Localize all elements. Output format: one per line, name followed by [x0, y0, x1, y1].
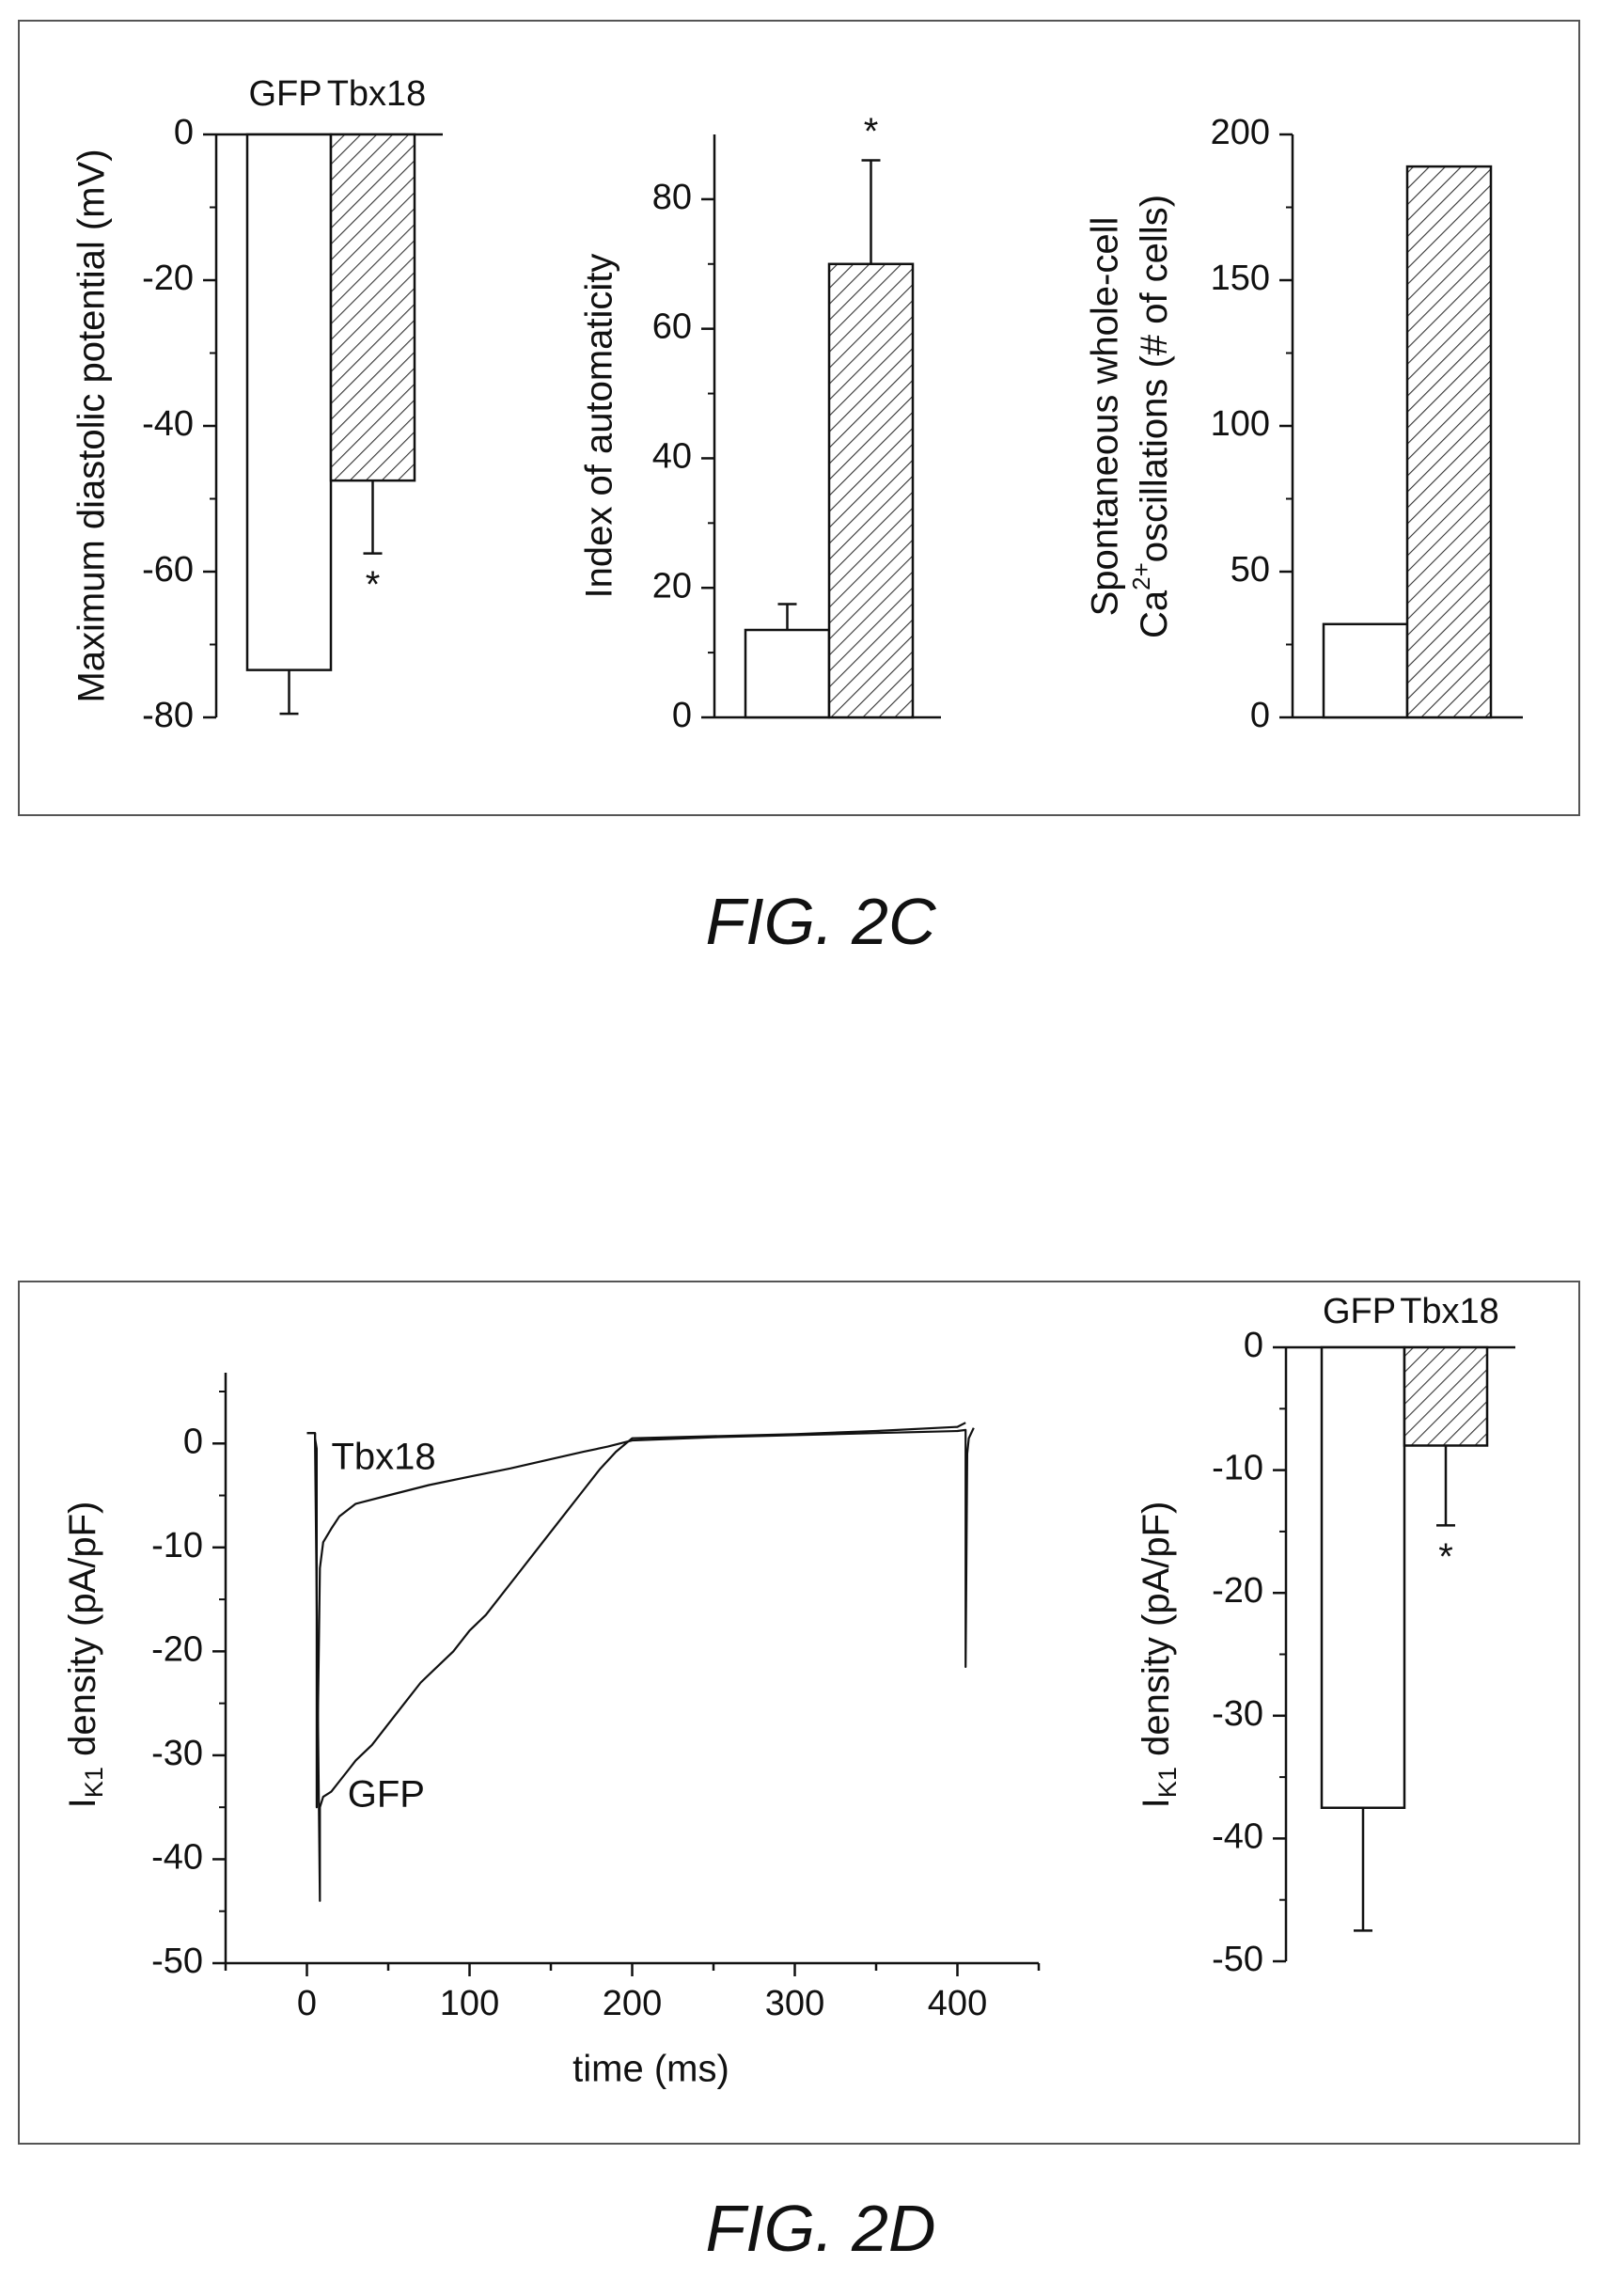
- ik1-bar-ylabel-sub: K1: [1152, 1767, 1182, 1798]
- ca-osc-ylabel-line2: Ca2+oscillations (# of cells): [1127, 195, 1175, 638]
- automaticity-ytick-label: 40: [652, 436, 692, 476]
- ik1-trace-label-tbx18: Tbx18: [331, 1436, 435, 1477]
- ca_osc-bar-gfp: [1324, 624, 1407, 717]
- ik1_bar-category-label: GFP: [1323, 1292, 1396, 1331]
- mdp-significance-star: *: [366, 564, 381, 605]
- ik1-trace-ytick-label: 0: [183, 1422, 203, 1461]
- ca_osc-ytick-label: 0: [1250, 696, 1270, 735]
- automaticity-bar-tbx18: [829, 264, 913, 717]
- mdp-bar-gfp: [247, 134, 331, 670]
- ik1-bar-ylabel: IK1 density (pA/pF): [1136, 1502, 1183, 1809]
- ik1-trace-ytick-label: -40: [151, 1837, 203, 1877]
- mdp-ytick-label: -40: [142, 404, 194, 444]
- ik1-trace-ytick-label: -50: [151, 1942, 203, 1981]
- ik1-trace-ylabel-rest: density (pA/pF): [62, 1502, 103, 1767]
- ik1-trace-ylabel: IK1 density (pA/pF): [62, 1502, 109, 1809]
- automaticity-ytick-label: 0: [672, 696, 692, 735]
- automaticity-ytick-label: 20: [652, 566, 692, 605]
- mdp-ytick-label: -60: [142, 550, 194, 590]
- mdp-category-label: Tbx18: [327, 74, 427, 114]
- ik1_bar-bar-gfp: [1322, 1347, 1404, 1808]
- automaticity-ytick-label: 80: [652, 178, 692, 217]
- mdp-bar-tbx18: [331, 134, 415, 480]
- ik1-trace-ytick-label: -10: [151, 1526, 203, 1565]
- ik1-trace-ylabel-main: I: [62, 1798, 103, 1808]
- mdp-ylabel: Maximum diastolic potential (mV): [71, 149, 113, 702]
- ik1_bar-category-label: Tbx18: [1400, 1292, 1499, 1331]
- ik1-trace-series-gfp: [307, 1423, 966, 1901]
- ik1-trace-ylabel-sub: K1: [79, 1767, 108, 1798]
- ik1-bar-ylabel-rest: density (pA/pF): [1136, 1502, 1177, 1767]
- fig2c-label: FIG. 2C: [539, 884, 1103, 959]
- mdp-category-label: GFP: [248, 74, 321, 114]
- automaticity-bar-gfp: [745, 630, 829, 717]
- fig2d-label: FIG. 2D: [539, 2191, 1103, 2266]
- ca-osc-ylabel-superscript: 2+: [1127, 562, 1155, 590]
- ik1_bar-ytick-label: -20: [1212, 1571, 1263, 1611]
- ik1-trace-label-gfp: GFP: [348, 1774, 425, 1816]
- ik1-trace-ytick-label: -30: [151, 1734, 203, 1773]
- ca_osc-ytick-label: 200: [1211, 113, 1270, 152]
- ik1-trace-series-tbx18: [307, 1428, 974, 1808]
- ca-osc-ylabel-rest: oscillations (# of cells): [1134, 195, 1175, 562]
- ik1_bar-ytick-label: -40: [1212, 1816, 1263, 1856]
- ik1-trace-ytick-label: -20: [151, 1629, 203, 1669]
- ca_osc-ytick-label: 50: [1231, 550, 1270, 590]
- ik1_bar-ytick-label: -30: [1212, 1694, 1263, 1734]
- ik1_bar-ytick-label: -50: [1212, 1940, 1263, 1979]
- ik1_bar-significance-star: *: [1438, 1536, 1453, 1578]
- automaticity-significance-star: *: [864, 111, 879, 152]
- ca_osc-ytick-label: 150: [1211, 259, 1270, 298]
- ik1-trace-xtick-label: 400: [928, 1984, 987, 2023]
- mdp-ytick-label: -80: [142, 696, 194, 735]
- ca_osc-ytick-label: 100: [1211, 404, 1270, 444]
- ik1-bar-ylabel-main: I: [1136, 1798, 1177, 1808]
- ik1_bar-ytick-label: 0: [1244, 1326, 1263, 1365]
- ik1-trace-xtick-label: 300: [765, 1984, 824, 2023]
- ik1-trace-xlabel: time (ms): [572, 2049, 729, 2090]
- ik1-trace-xtick-label: 200: [603, 1984, 662, 2023]
- ca-osc-ylabel-ca: Ca: [1134, 590, 1175, 638]
- ik1-trace-xtick-label: 0: [297, 1984, 317, 2023]
- mdp-ytick-label: -20: [142, 259, 194, 298]
- automaticity-ylabel: Index of automaticity: [579, 254, 620, 599]
- mdp-ytick-label: 0: [174, 113, 194, 152]
- automaticity-ytick-label: 60: [652, 307, 692, 347]
- ca_osc-bar-tbx18: [1407, 166, 1491, 717]
- ik1_bar-ytick-label: -10: [1212, 1449, 1263, 1488]
- ik1_bar-bar-tbx18: [1404, 1347, 1487, 1445]
- ik1-trace-xtick-label: 100: [440, 1984, 499, 2023]
- ca-osc-ylabel-line1: Spontaneous whole-cell: [1085, 217, 1126, 617]
